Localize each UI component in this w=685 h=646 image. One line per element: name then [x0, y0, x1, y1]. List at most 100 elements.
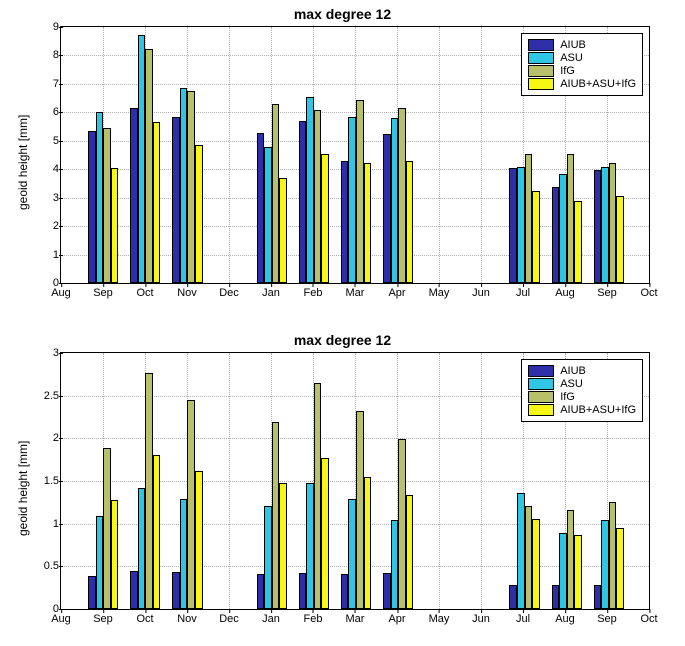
bar — [616, 196, 624, 283]
legend-swatch — [528, 365, 554, 377]
top-legend: AIUB ASU IfG AIUB+ASU+IfG — [521, 33, 643, 96]
legend-item: AIUB+ASU+IfG — [528, 78, 636, 90]
legend-label: AIUB — [560, 365, 586, 377]
bar — [187, 91, 195, 283]
bar — [96, 516, 104, 609]
gridline-x — [481, 27, 482, 283]
bar — [321, 458, 329, 609]
bottom-chart-title: max degree 12 — [0, 332, 685, 348]
bottom-legend: AIUB ASU IfG AIUB+ASU+IfG — [521, 359, 643, 422]
legend-item: AIUB — [528, 365, 636, 377]
bar — [574, 201, 582, 283]
xtick-label: Jan — [262, 287, 280, 299]
ytick-label: 3 — [53, 347, 59, 359]
bar — [601, 520, 609, 609]
bar — [574, 535, 582, 609]
xtick-label: Oct — [136, 287, 153, 299]
xtick-label: Oct — [640, 613, 657, 625]
legend-swatch — [528, 65, 554, 77]
legend-label: ASU — [560, 52, 583, 64]
bar — [616, 528, 624, 609]
xtick-label: Nov — [177, 287, 197, 299]
top-chart: 0123456789AugSepOctNovDecJanFebMarAprMay… — [60, 26, 650, 284]
bar — [609, 163, 617, 283]
bar — [279, 178, 287, 283]
bar — [552, 585, 560, 609]
bar — [601, 167, 609, 283]
bar — [364, 163, 372, 283]
bar — [509, 168, 517, 283]
xtick-label: Aug — [555, 287, 575, 299]
legend-swatch — [528, 39, 554, 51]
bar — [103, 448, 111, 609]
bar — [180, 88, 188, 283]
ytick-label: 7 — [53, 78, 59, 90]
bar — [272, 422, 280, 609]
bar — [96, 112, 104, 283]
bar — [509, 585, 517, 609]
legend-swatch — [528, 78, 554, 90]
bar — [314, 110, 322, 283]
bar — [356, 100, 364, 283]
bottom-ylabel: geoid height [mm] — [16, 441, 30, 536]
legend-label: IfG — [560, 391, 575, 403]
bar — [348, 117, 356, 283]
figure: max degree 12 0123456789AugSepOctNovDecJ… — [0, 0, 685, 646]
legend-label: AIUB+ASU+IfG — [560, 404, 636, 416]
bar — [406, 495, 414, 609]
gridline-x — [439, 27, 440, 283]
bar — [306, 97, 314, 283]
legend-swatch — [528, 391, 554, 403]
xtick-label: Aug — [51, 287, 71, 299]
bar — [383, 573, 391, 609]
xtick-label: Sep — [597, 287, 617, 299]
xtick-label: Jul — [516, 613, 530, 625]
bar — [517, 493, 525, 609]
ytick-label: 9 — [53, 21, 59, 33]
ytick-label: 4 — [53, 163, 59, 175]
xtick-label: Jan — [262, 613, 280, 625]
bar — [111, 168, 119, 283]
bar — [532, 191, 540, 283]
ytick-label: 2.5 — [44, 390, 59, 402]
xtick-label: Apr — [388, 287, 405, 299]
xtick-label: Nov — [177, 613, 197, 625]
bar — [130, 108, 138, 283]
bar — [264, 506, 272, 609]
ytick-label: 5 — [53, 135, 59, 147]
bottom-chart: 00.511.522.53AugSepOctNovDecJanFebMarApr… — [60, 352, 650, 610]
top-ylabel: geoid height [mm] — [16, 115, 30, 210]
bar — [145, 373, 153, 609]
bar — [138, 35, 146, 283]
xtick-label: Sep — [597, 613, 617, 625]
bar — [153, 455, 161, 609]
bar — [299, 573, 307, 609]
bar — [187, 400, 195, 609]
bar — [257, 133, 265, 284]
bar — [383, 134, 391, 283]
bar — [525, 154, 533, 283]
bar — [279, 483, 287, 609]
xtick-label: May — [429, 287, 450, 299]
bar — [272, 104, 280, 283]
bar — [341, 161, 349, 283]
legend-item: IfG — [528, 391, 636, 403]
gridline-x — [439, 353, 440, 609]
bar — [103, 128, 111, 283]
bar — [264, 147, 272, 283]
bar — [559, 533, 567, 609]
ytick-label: 3 — [53, 192, 59, 204]
legend-swatch — [528, 404, 554, 416]
legend-swatch — [528, 52, 554, 64]
bar — [567, 510, 575, 609]
legend-item: IfG — [528, 65, 636, 77]
xtick-label: May — [429, 613, 450, 625]
ytick-label: 0.5 — [44, 560, 59, 572]
xtick-label: Oct — [136, 613, 153, 625]
xtick-label: Aug — [555, 613, 575, 625]
bar — [356, 411, 364, 609]
bar — [299, 121, 307, 283]
xtick-label: Mar — [346, 287, 365, 299]
bar — [559, 174, 567, 283]
gridline-x — [229, 353, 230, 609]
